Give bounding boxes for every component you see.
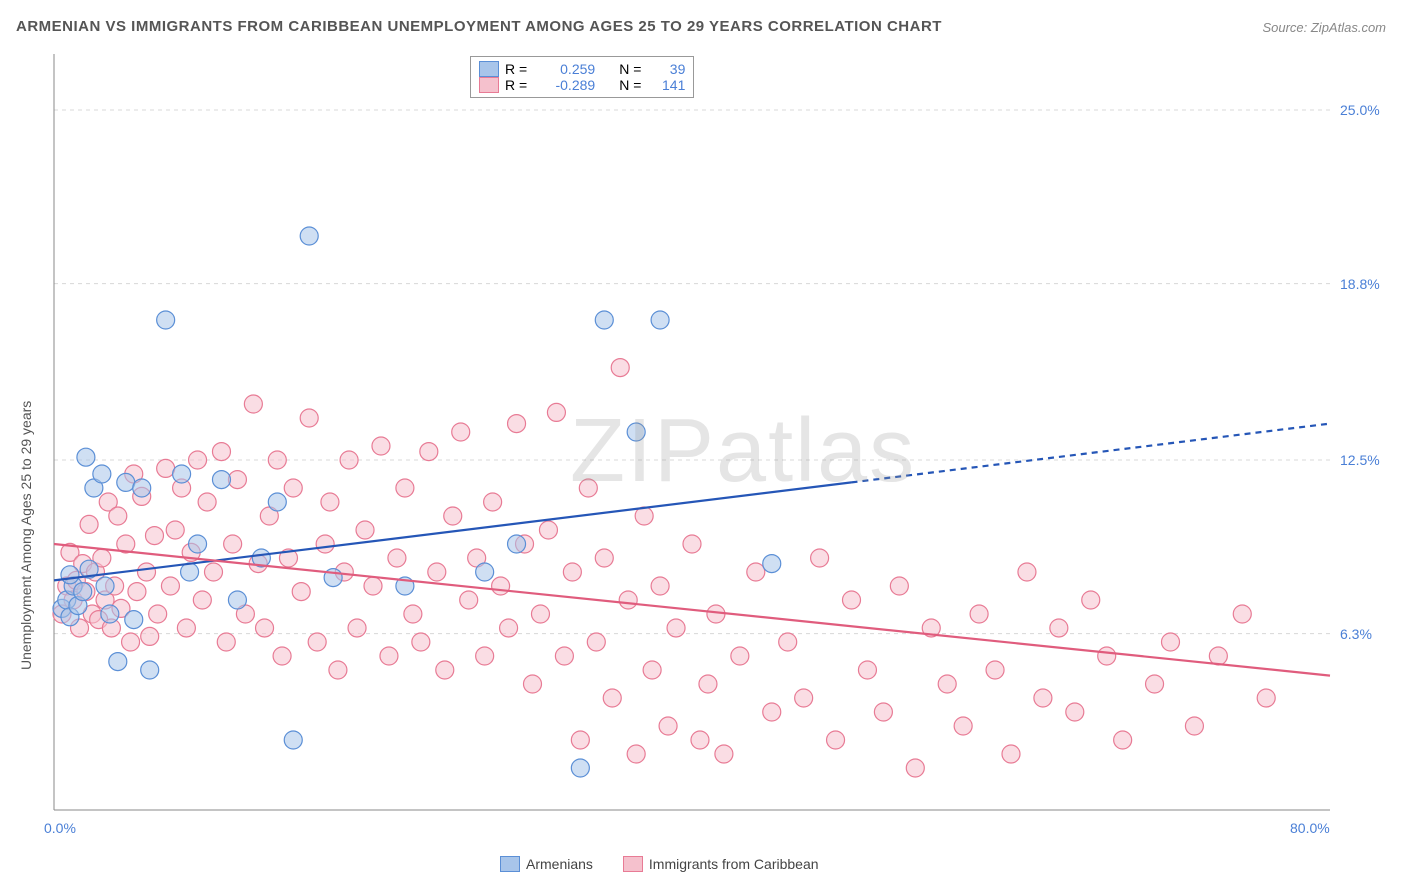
legend-row-1: R = 0.259 N = 39 — [479, 61, 685, 77]
legend-label-2: Immigrants from Caribbean — [649, 856, 819, 872]
x-tick-label: 80.0% — [1290, 820, 1330, 836]
swatch-series-2 — [479, 77, 499, 93]
legend-label-1: Armenians — [526, 856, 593, 872]
legend-row-2: R = -0.289 N = 141 — [479, 77, 685, 93]
y-axis-label: Unemployment Among Ages 25 to 29 years — [18, 401, 34, 670]
y-tick-label: 6.3% — [1340, 626, 1372, 642]
y-tick-label: 18.8% — [1340, 276, 1380, 292]
chart-plot-area: ZIPatlas R = 0.259 N = 39 R = -0.289 N =… — [50, 50, 1390, 840]
series-legend: Armenians Immigrants from Caribbean — [500, 856, 819, 872]
chart-svg — [50, 50, 1390, 840]
n-label: N = — [619, 77, 641, 93]
n-value-1: 39 — [647, 61, 685, 77]
r-value-1: 0.259 — [533, 61, 595, 77]
n-label: N = — [619, 61, 641, 77]
r-label: R = — [505, 77, 527, 93]
r-value-2: -0.289 — [533, 77, 595, 93]
r-label: R = — [505, 61, 527, 77]
x-tick-label: 0.0% — [44, 820, 76, 836]
swatch-series-1b — [500, 856, 520, 872]
legend-item-2: Immigrants from Caribbean — [623, 856, 819, 872]
source-label: Source: ZipAtlas.com — [1262, 20, 1386, 35]
y-tick-label: 25.0% — [1340, 102, 1380, 118]
chart-title: ARMENIAN VS IMMIGRANTS FROM CARIBBEAN UN… — [16, 18, 942, 35]
y-tick-label: 12.5% — [1340, 452, 1380, 468]
correlation-legend: R = 0.259 N = 39 R = -0.289 N = 141 — [470, 56, 694, 98]
swatch-series-1 — [479, 61, 499, 77]
legend-item-1: Armenians — [500, 856, 593, 872]
swatch-series-2b — [623, 856, 643, 872]
n-value-2: 141 — [647, 77, 685, 93]
